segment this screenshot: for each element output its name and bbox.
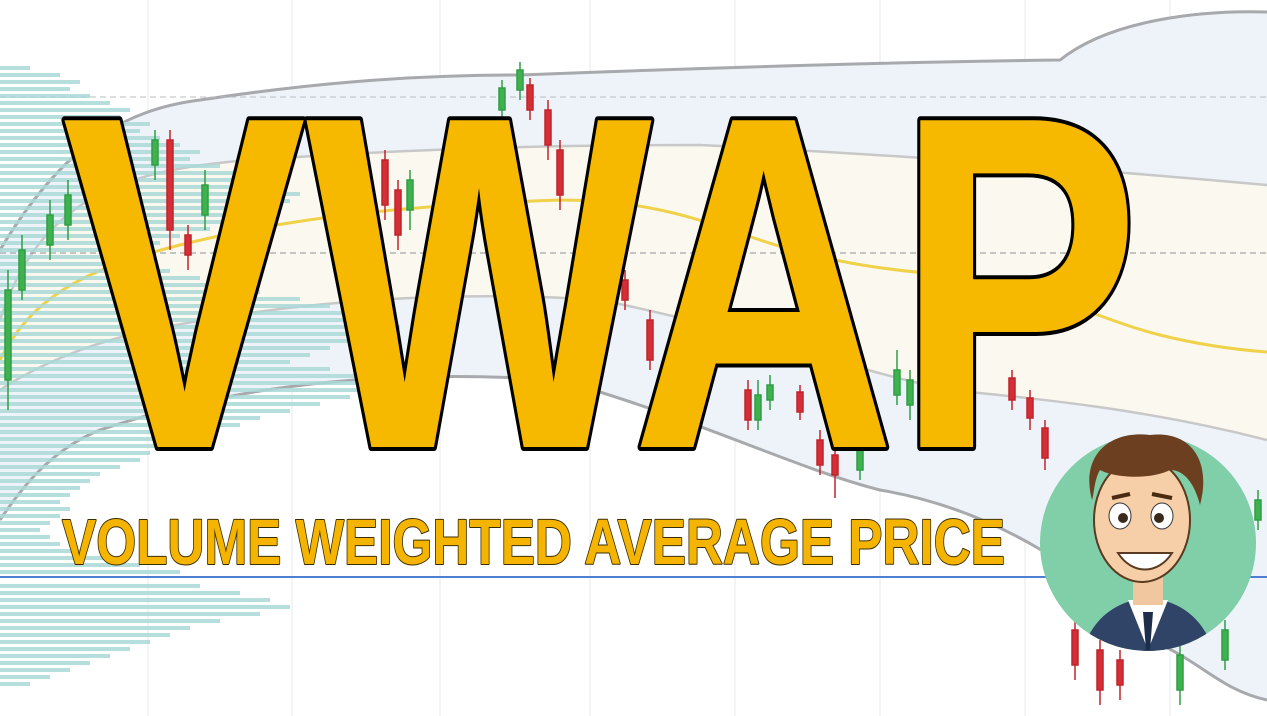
avatar bbox=[1040, 434, 1256, 651]
subtitle: VOLUME WEIGHTED AVERAGE PRICE bbox=[62, 506, 1005, 578]
title: VWAP bbox=[62, 17, 1140, 548]
